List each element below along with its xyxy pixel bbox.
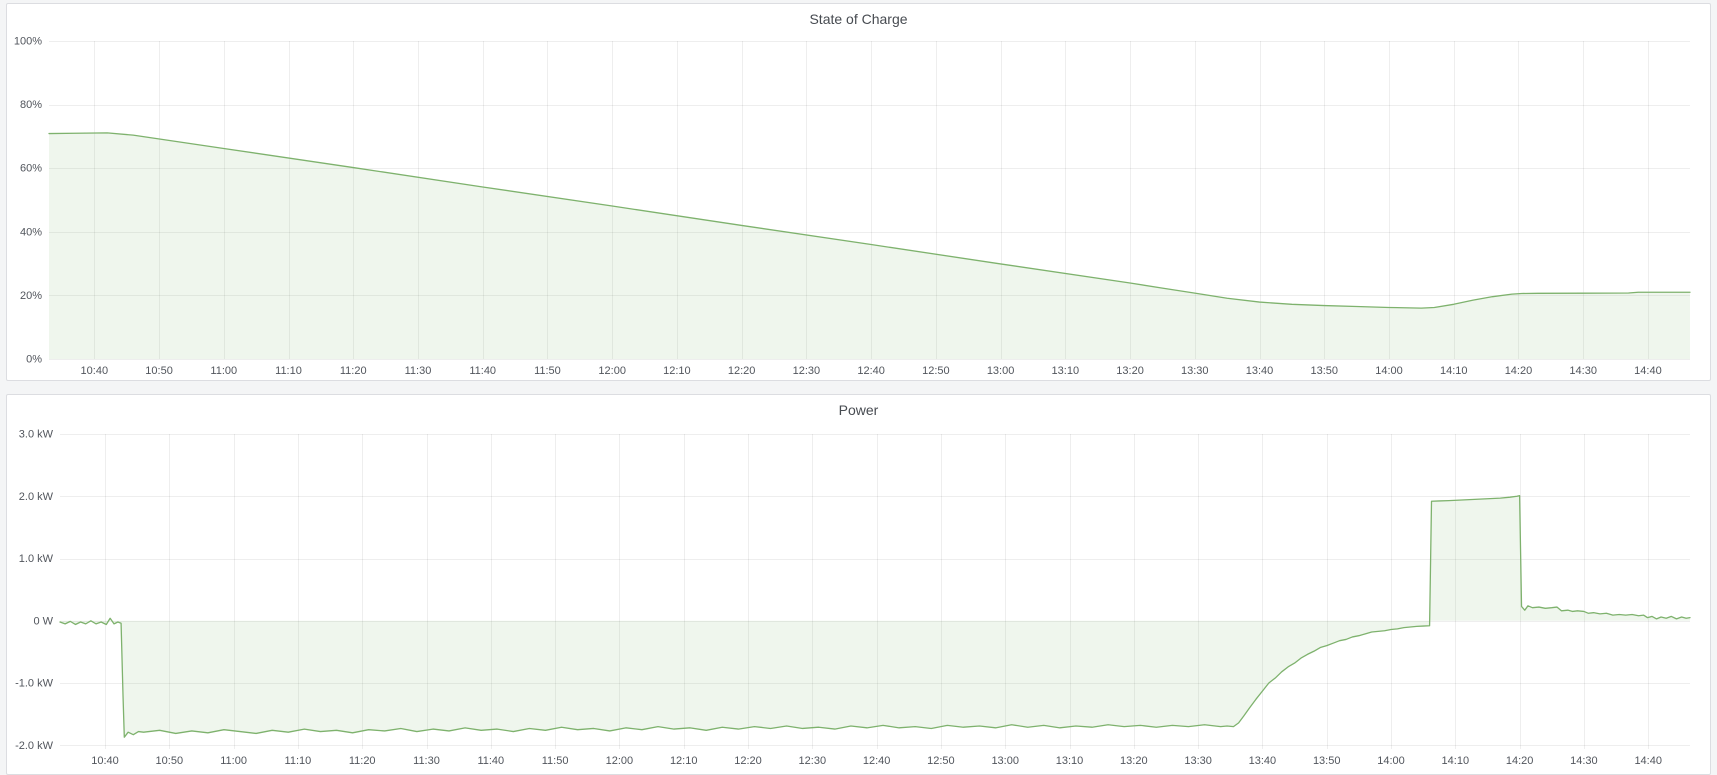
x-tick-label: 13:10 xyxy=(1052,365,1080,377)
x-tick-label: 11:40 xyxy=(469,365,496,377)
chart-canvas[interactable]: 0% 20% 40% 60% 80% 100% 10:40 10:50 11:00 11:10 11… xyxy=(7,34,1710,380)
x-tick-label: 14:40 xyxy=(1634,365,1662,377)
y-tick-label: -2.0 kW xyxy=(15,740,54,752)
x-tick-label: 13:20 xyxy=(1116,365,1144,377)
x-tick-label: 14:30 xyxy=(1569,365,1597,377)
x-tick-label: 13:00 xyxy=(987,365,1015,377)
x-tick-label: 11:20 xyxy=(340,365,367,377)
y-tick-label: 20% xyxy=(20,290,42,302)
x-tick-label: 12:30 xyxy=(793,365,821,377)
x-tick-label: 10:50 xyxy=(145,365,173,377)
x-tick-label: 14:10 xyxy=(1442,755,1470,767)
panel-state-of-charge: State of Charge 0% 20% 40% 60% 80% 100% 10:40 1… xyxy=(6,3,1711,381)
x-tick-label: 13:30 xyxy=(1184,755,1212,767)
x-tick-label: 12:10 xyxy=(663,365,691,377)
x-tick-label: 12:50 xyxy=(927,755,955,767)
x-tick-label: 13:20 xyxy=(1120,755,1148,767)
x-tick-label: 13:00 xyxy=(991,755,1019,767)
x-tick-label: 14:20 xyxy=(1505,365,1533,377)
x-tick-label: 12:20 xyxy=(728,365,756,377)
x-tick-label: 13:10 xyxy=(1056,755,1084,767)
x-tick-label: 12:30 xyxy=(799,755,827,767)
y-tick-label: 3.0 kW xyxy=(19,429,54,441)
x-tick-label: 10:50 xyxy=(156,755,184,767)
x-tick-label: 12:20 xyxy=(734,755,762,767)
x-tick-label: 12:10 xyxy=(670,755,698,767)
y-tick-label: 40% xyxy=(20,226,42,238)
x-tick-label: 11:30 xyxy=(405,365,432,377)
x-tick-label: 12:00 xyxy=(606,755,634,767)
x-tick-label: 14:40 xyxy=(1634,755,1662,767)
series-line xyxy=(48,132,1691,309)
gridlines xyxy=(49,41,1690,360)
x-tick-label: 12:00 xyxy=(598,365,626,377)
y-tick-label: 0 W xyxy=(33,615,53,627)
x-tick-label: 10:40 xyxy=(91,755,119,767)
x-tick-label: 12:50 xyxy=(922,365,950,377)
x-tick-label: 14:00 xyxy=(1377,755,1405,767)
y-tick-label: 1.0 kW xyxy=(19,553,54,565)
x-tick-label: 14:20 xyxy=(1506,755,1534,767)
chart-canvas[interactable]: -2.0 kW -1.0 kW 0 W 1.0 kW 2.0 kW 3.0 kW 10:40… xyxy=(7,425,1710,774)
x-tick-label: 11:00 xyxy=(220,755,247,767)
state-of-charge-chart[interactable]: 0% 20% 40% 60% 80% 100% 10:40 10:50 11:00 11:10 11… xyxy=(7,34,1710,380)
x-tick-label: 11:20 xyxy=(349,755,376,767)
x-tick-label: 11:00 xyxy=(210,365,237,377)
series-line xyxy=(59,494,1691,738)
x-tick-label: 13:40 xyxy=(1246,365,1274,377)
series-area xyxy=(60,495,1690,738)
x-tick-label: 13:50 xyxy=(1310,365,1338,377)
x-tick-label: 11:30 xyxy=(413,755,440,767)
y-tick-label: 2.0 kW xyxy=(19,491,54,503)
panel-title-state-of-charge[interactable]: State of Charge xyxy=(809,11,908,27)
x-tick-label: 13:40 xyxy=(1249,755,1277,767)
power-chart[interactable]: -2.0 kW -1.0 kW 0 W 1.0 kW 2.0 kW 3.0 kW 10:40… xyxy=(7,425,1710,774)
gridlines xyxy=(60,434,1690,749)
x-tick-label: 11:50 xyxy=(534,365,561,377)
x-tick-label: 10:40 xyxy=(81,365,109,377)
x-tick-label: 12:40 xyxy=(863,755,891,767)
panel-power: Power -2.0 kW -1.0 kW 0 W 1.0 kW 2.0 kW 3.0 k… xyxy=(6,394,1711,775)
y-tick-label: 0% xyxy=(26,354,42,366)
x-tick-label: 11:50 xyxy=(542,755,569,767)
y-tick-label: -1.0 kW xyxy=(15,678,54,690)
x-tick-label: 12:40 xyxy=(857,365,885,377)
x-tick-label: 14:10 xyxy=(1440,365,1468,377)
y-tick-label: 100% xyxy=(14,36,42,48)
y-tick-label: 60% xyxy=(20,163,42,175)
x-tick-label: 11:10 xyxy=(275,365,302,377)
panel-title-power[interactable]: Power xyxy=(838,402,879,418)
x-tick-label: 11:40 xyxy=(477,755,504,767)
y-tick-label: 80% xyxy=(20,99,42,111)
series-area xyxy=(49,132,1690,359)
x-tick-label: 14:30 xyxy=(1570,755,1598,767)
x-tick-label: 13:30 xyxy=(1181,365,1209,377)
x-tick-label: 11:10 xyxy=(285,755,312,767)
x-tick-label: 14:00 xyxy=(1375,365,1403,377)
x-tick-label: 13:50 xyxy=(1313,755,1341,767)
